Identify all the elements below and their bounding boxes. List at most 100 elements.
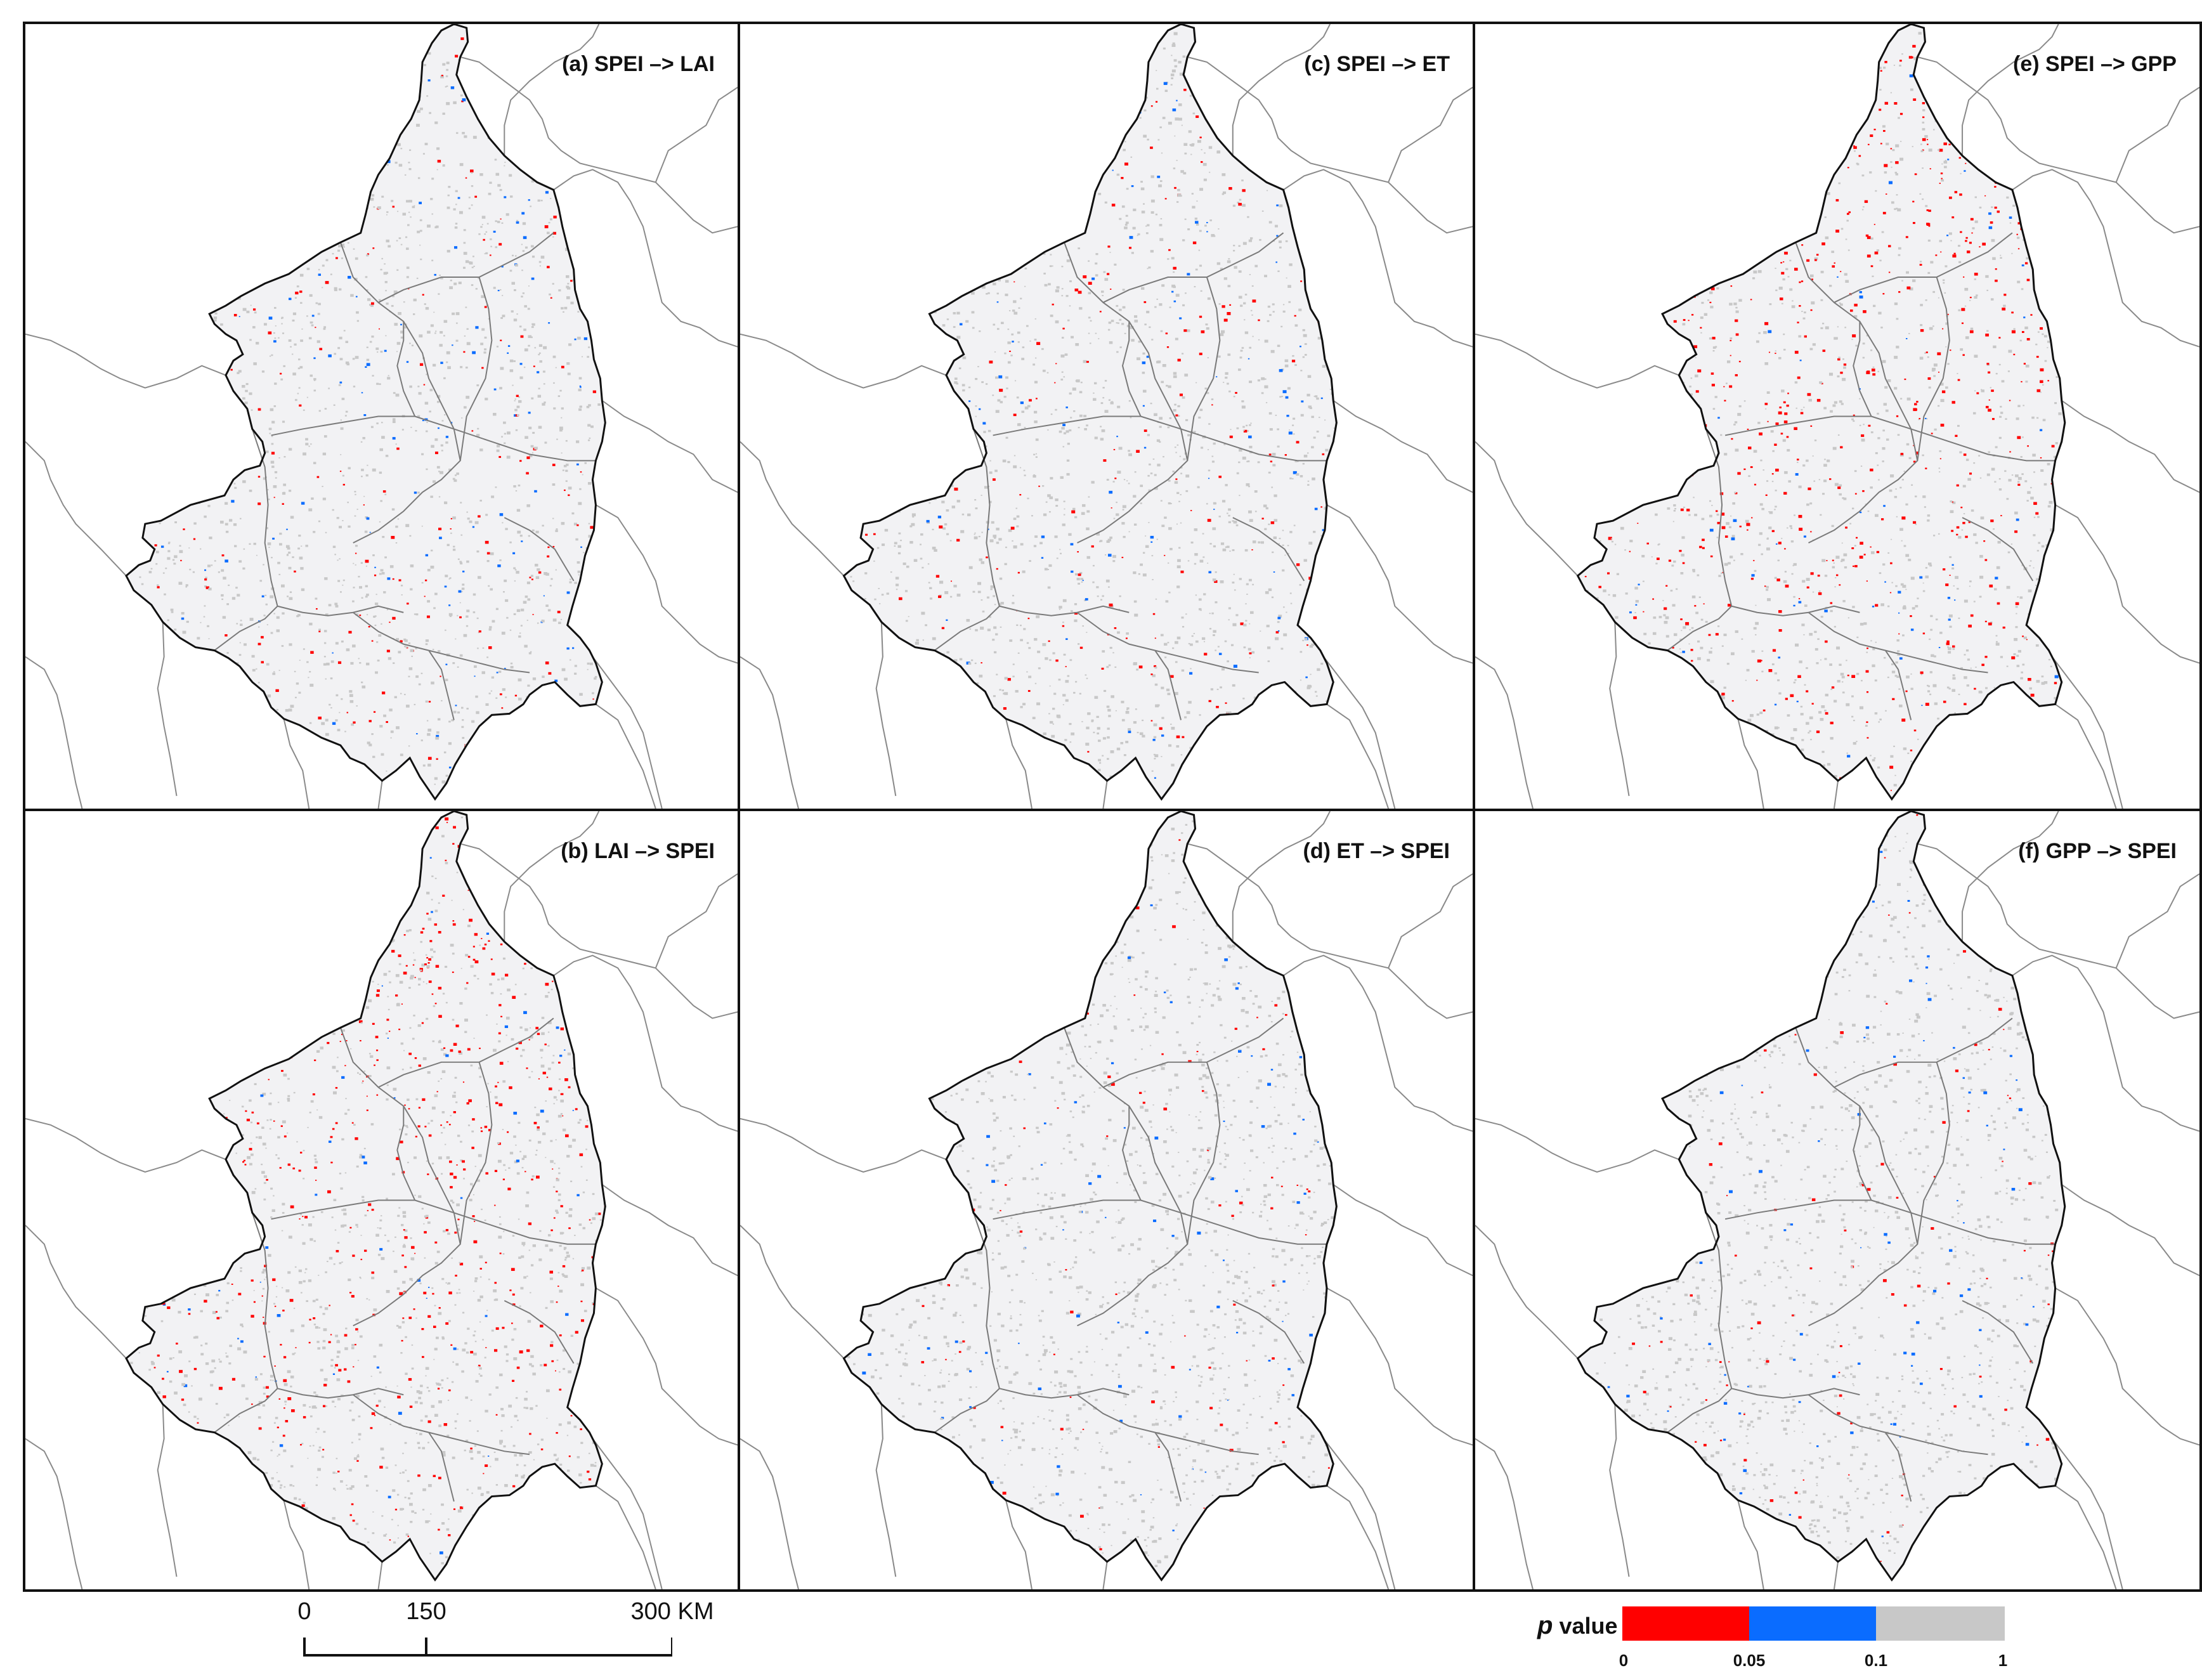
pixel — [373, 711, 376, 713]
pixel — [586, 405, 590, 408]
pixel — [1250, 309, 1253, 311]
pixel — [471, 430, 474, 432]
pixel — [863, 217, 868, 221]
pixel — [148, 238, 153, 242]
pixel — [1288, 704, 1293, 707]
pixel — [290, 131, 294, 134]
pixel — [941, 354, 944, 356]
pixel — [379, 725, 383, 728]
pixel — [937, 398, 939, 400]
pixel — [462, 736, 465, 739]
pixel — [1155, 704, 1159, 708]
pixel — [587, 668, 589, 670]
pixel — [1188, 58, 1191, 61]
pixel — [910, 287, 913, 290]
pixel — [544, 441, 547, 444]
pixel — [185, 586, 188, 588]
pixel — [389, 708, 393, 712]
pixel — [1068, 85, 1072, 88]
pixel — [984, 89, 987, 91]
pixel — [1154, 474, 1157, 476]
pixel — [1104, 278, 1109, 281]
pixel — [592, 323, 596, 327]
pixel — [139, 360, 142, 363]
pixel — [1188, 642, 1190, 645]
pixel — [364, 192, 368, 196]
pixel — [1069, 741, 1072, 743]
pixel — [411, 344, 414, 347]
pixel — [462, 583, 465, 586]
pixel — [1320, 146, 1323, 148]
pixel — [1174, 135, 1176, 137]
pixel — [294, 795, 297, 798]
pixel — [1257, 160, 1260, 162]
pixel — [1159, 238, 1164, 242]
pixel — [419, 219, 422, 221]
pixel — [480, 226, 483, 228]
pixel — [1016, 396, 1019, 399]
pixel — [477, 752, 480, 754]
pixel — [1049, 685, 1051, 687]
pixel — [1013, 545, 1017, 549]
pixel — [1150, 541, 1153, 543]
pixel — [1100, 438, 1104, 441]
pixel — [1196, 67, 1198, 68]
pixel — [366, 358, 370, 361]
pixel — [960, 235, 963, 238]
pixel — [949, 178, 951, 180]
pixel — [476, 384, 479, 387]
pixel — [944, 523, 948, 526]
pixel — [1083, 153, 1086, 155]
pixel — [281, 316, 283, 319]
pixel — [264, 280, 266, 282]
pixel — [1110, 401, 1114, 405]
pixel — [124, 494, 126, 496]
pixel — [289, 448, 292, 451]
pixel — [322, 486, 323, 487]
pixel — [499, 387, 502, 390]
pixel — [1167, 799, 1170, 802]
pixel — [880, 334, 883, 337]
pixel — [181, 617, 185, 620]
pixel — [427, 728, 432, 732]
pixel — [446, 62, 450, 65]
pixel — [864, 598, 866, 600]
pixel — [239, 455, 243, 457]
pixel — [609, 251, 611, 252]
pixel — [493, 413, 497, 416]
pixel — [887, 438, 889, 439]
pixel — [874, 616, 876, 618]
pixel — [1115, 58, 1119, 62]
pixel — [1138, 573, 1140, 575]
pixel — [257, 114, 261, 117]
pixel — [1171, 257, 1175, 260]
pixel — [1034, 338, 1037, 341]
pixel — [249, 392, 252, 395]
pixel — [1089, 342, 1091, 344]
pixel — [1013, 165, 1018, 168]
pixel — [902, 115, 904, 117]
pixel — [1308, 204, 1312, 207]
pixel — [1087, 182, 1090, 185]
pixel — [1148, 522, 1150, 523]
pixel — [1175, 414, 1178, 417]
pixel — [844, 183, 847, 187]
pixel — [942, 324, 946, 327]
pixel — [387, 577, 391, 580]
pixel — [191, 665, 194, 667]
pixel — [348, 276, 351, 279]
pixel — [253, 542, 256, 545]
pixel — [287, 554, 289, 556]
pixel — [1138, 341, 1141, 343]
pixel — [126, 677, 127, 680]
pixel — [909, 147, 914, 151]
pixel — [910, 391, 913, 393]
pixel — [1048, 511, 1051, 513]
pixel — [1161, 152, 1163, 154]
pixel — [327, 750, 331, 753]
pixel — [1246, 594, 1248, 596]
pixel — [1271, 486, 1274, 488]
pixel — [1060, 36, 1064, 39]
pixel — [308, 508, 313, 512]
pixel — [143, 42, 145, 44]
